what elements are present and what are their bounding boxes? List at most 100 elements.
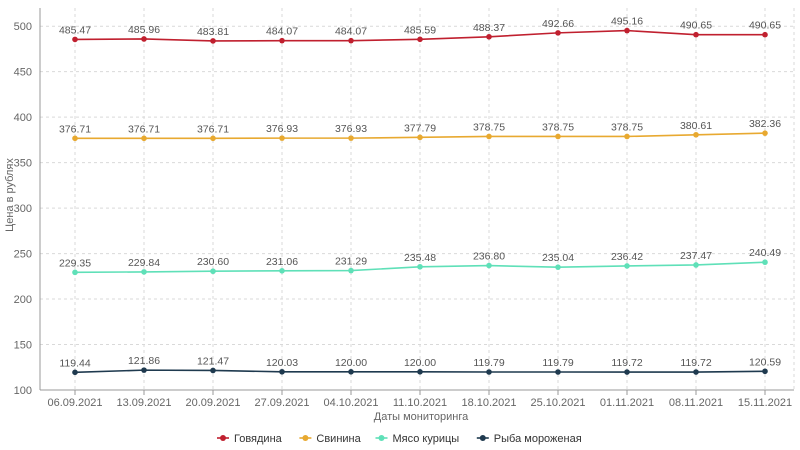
data-point[interactable] xyxy=(555,369,561,375)
data-point[interactable] xyxy=(210,268,216,275)
data-label: 236.80 xyxy=(473,251,505,263)
data-point[interactable] xyxy=(486,33,492,40)
legend-item[interactable]: Мясо курицы xyxy=(375,433,460,445)
x-tick-label: 11.10.2021 xyxy=(393,397,447,409)
data-point[interactable] xyxy=(348,135,354,141)
grid xyxy=(40,8,795,390)
data-point[interactable] xyxy=(417,134,423,141)
data-point[interactable] xyxy=(210,38,216,44)
data-point[interactable] xyxy=(210,135,216,142)
data-point[interactable] xyxy=(555,133,561,140)
data-point[interactable] xyxy=(693,369,699,375)
legend-label: Свинина xyxy=(316,433,361,445)
data-point[interactable] xyxy=(279,368,285,375)
data-label: 483.81 xyxy=(197,26,229,38)
legend: Говядина Свинина Мясо курицы Рыба мороженая xyxy=(217,433,582,445)
data-point[interactable] xyxy=(72,269,78,276)
legend-item[interactable]: Говядина xyxy=(217,433,283,445)
data-label: 377.79 xyxy=(404,122,436,134)
data-point[interactable] xyxy=(279,37,285,44)
data-point[interactable] xyxy=(141,269,147,275)
data-point[interactable] xyxy=(486,262,492,269)
data-point[interactable] xyxy=(72,36,78,43)
data-point[interactable] xyxy=(762,368,768,375)
x-axis-title: Даты мониторинга xyxy=(374,411,469,423)
data-label: 231.06 xyxy=(266,256,298,268)
data-point[interactable] xyxy=(624,27,630,34)
y-tick-label: 350 xyxy=(14,158,32,170)
data-point[interactable] xyxy=(72,135,78,142)
data-point[interactable] xyxy=(141,367,147,373)
x-tick-label: 04.10.2021 xyxy=(323,397,378,409)
data-point[interactable] xyxy=(693,262,699,268)
data-label: 121.86 xyxy=(128,355,160,367)
legend-swatch-marker xyxy=(220,435,226,441)
data-label: 235.48 xyxy=(404,252,436,264)
data-point[interactable] xyxy=(693,131,699,138)
x-tick-label: 01.11.2021 xyxy=(600,397,654,409)
data-point[interactable] xyxy=(279,267,285,274)
series-lines xyxy=(72,27,768,376)
data-point[interactable] xyxy=(555,30,561,36)
data-point[interactable] xyxy=(624,369,630,375)
data-label: 119.44 xyxy=(59,357,90,369)
legend-item[interactable]: Свинина xyxy=(299,433,362,445)
data-point[interactable] xyxy=(417,263,423,270)
legend-label: Говядина xyxy=(234,433,283,445)
data-label: 488.37 xyxy=(473,22,505,34)
data-point[interactable] xyxy=(624,263,630,269)
data-label: 120.03 xyxy=(266,357,298,369)
data-label: 484.07 xyxy=(335,26,367,38)
data-label: 376.71 xyxy=(128,123,160,135)
legend-label: Мясо курицы xyxy=(393,433,460,445)
data-point[interactable] xyxy=(210,367,216,374)
data-point[interactable] xyxy=(279,135,285,141)
data-label: 229.84 xyxy=(128,257,160,269)
data-point[interactable] xyxy=(141,36,147,42)
data-point[interactable] xyxy=(348,37,354,44)
data-label: 121.47 xyxy=(197,355,229,367)
data-point[interactable] xyxy=(624,133,630,140)
data-point[interactable] xyxy=(417,369,423,375)
data-label: 120.00 xyxy=(404,357,436,369)
data-label: 376.71 xyxy=(197,123,229,135)
data-label: 119.72 xyxy=(680,357,711,369)
data-point[interactable] xyxy=(417,36,423,43)
data-label: 119.72 xyxy=(611,357,642,369)
x-tick-label: 25.10.2021 xyxy=(530,397,585,409)
data-point[interactable] xyxy=(555,264,561,270)
data-label: 229.35 xyxy=(59,257,91,269)
data-label: 485.47 xyxy=(59,24,91,36)
data-label: 484.07 xyxy=(266,26,298,38)
data-point[interactable] xyxy=(693,31,699,38)
data-label: 120.00 xyxy=(335,357,367,369)
data-label: 376.93 xyxy=(335,123,367,135)
data-point[interactable] xyxy=(348,267,354,274)
series-2 xyxy=(72,259,768,276)
data-point[interactable] xyxy=(486,369,492,375)
data-label: 492.66 xyxy=(542,18,574,30)
data-point[interactable] xyxy=(141,135,147,142)
data-point[interactable] xyxy=(762,259,768,266)
data-label: 237.47 xyxy=(680,250,712,262)
data-point[interactable] xyxy=(486,133,492,140)
axes: 100 150 200 250 300 350 400 450 500 06.09.2021 13.… xyxy=(14,8,794,409)
data-point[interactable] xyxy=(762,130,768,136)
legend-label: Рыба мороженая xyxy=(494,433,582,445)
data-point[interactable] xyxy=(72,369,78,376)
x-tick-label: 06.09.2021 xyxy=(47,397,102,409)
y-tick-label: 150 xyxy=(14,340,32,352)
data-label: 490.65 xyxy=(680,20,712,32)
data-label: 378.75 xyxy=(542,121,574,133)
data-point[interactable] xyxy=(762,31,768,38)
legend-item[interactable]: Рыба мороженая xyxy=(476,433,582,445)
y-tick-label: 250 xyxy=(14,249,32,261)
data-point[interactable] xyxy=(348,369,354,375)
y-tick-label: 400 xyxy=(14,112,32,124)
y-tick-label: 100 xyxy=(14,385,32,397)
data-label: 380.61 xyxy=(680,120,712,132)
data-label: 490.65 xyxy=(749,20,781,32)
data-label: 240.49 xyxy=(749,247,781,259)
